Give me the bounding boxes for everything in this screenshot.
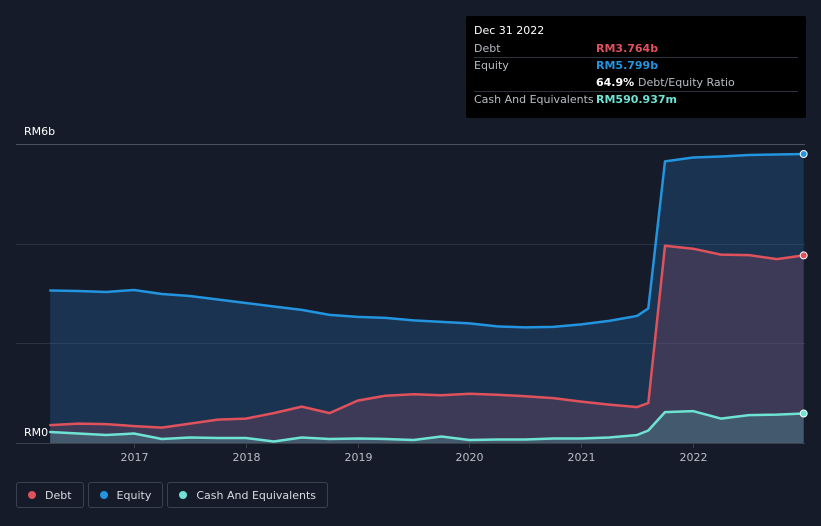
- end-marker-debt: [799, 251, 808, 260]
- legend-item-equity[interactable]: Equity: [87, 482, 164, 508]
- chart-lines: [48, 152, 805, 443]
- legend-dot-cash: [179, 491, 188, 499]
- x-tick-label-2018: 2018: [233, 451, 261, 464]
- tooltip-date: Dec 31 2022: [474, 24, 545, 37]
- chart-axes: RM6b RM0 2017 2018 2019 2020 2021 2022: [16, 125, 805, 464]
- legend-item-debt[interactable]: Debt: [16, 482, 84, 508]
- area-equity: [50, 154, 804, 443]
- tooltip-cash-value: RM590.937m: [596, 93, 677, 106]
- chart-end-markers: [799, 150, 808, 418]
- x-tick-label-2022: 2022: [680, 451, 708, 464]
- x-tick-label-2020: 2020: [456, 451, 484, 464]
- tooltip-ratio-label: Debt/Equity Ratio: [638, 76, 735, 89]
- area-debt: [50, 245, 804, 443]
- tooltip-row-debt: Debt RM3.764b: [474, 40, 798, 58]
- tooltip-ratio-value: 64.9%: [596, 76, 635, 89]
- end-marker-cash-and-equivalents: [799, 409, 808, 418]
- legend-dot-equity: [99, 491, 108, 499]
- tooltip-row-ratio: 64.9% Debt/Equity Ratio: [474, 74, 798, 92]
- chart-areas: [50, 154, 804, 443]
- tooltip-ratio: 64.9% Debt/Equity Ratio: [596, 76, 735, 89]
- tooltip-row-equity: Equity RM5.799b: [474, 57, 798, 74]
- y-tick-label-top: RM6b: [24, 125, 55, 138]
- legend-dot-debt: [28, 491, 36, 499]
- x-tick-label-2019: 2019: [345, 451, 373, 464]
- tooltip-debt-label: Debt: [474, 42, 501, 55]
- data-tooltip: Dec 31 2022 Debt RM3.764b Equity RM5.799…: [466, 16, 806, 118]
- line-cash-and-equivalents: [48, 409, 805, 443]
- legend-item-cash[interactable]: Cash And Equivalents: [167, 482, 328, 508]
- legend-label-equity: Equity: [116, 488, 152, 502]
- tooltip-equity-value: RM5.799b: [596, 59, 659, 72]
- x-tick-label-2017: 2017: [121, 451, 149, 464]
- tooltip-debt-value: RM3.764b: [596, 42, 659, 55]
- chart-legend: Debt Equity Cash And Equivalents: [16, 482, 332, 510]
- legend-label-debt: Debt: [45, 488, 72, 502]
- line-equity: [48, 152, 805, 329]
- tooltip-row-cash: Cash And Equivalents RM590.937m: [474, 91, 798, 108]
- tooltip-equity-label: Equity: [474, 59, 509, 72]
- x-tick-label-2021: 2021: [568, 451, 596, 464]
- line-debt: [48, 244, 805, 429]
- tooltip-cash-label: Cash And Equivalents: [474, 93, 594, 106]
- y-tick-label-bottom: RM0: [24, 426, 48, 439]
- legend-label-cash: Cash And Equivalents: [196, 488, 316, 502]
- end-marker-equity: [799, 150, 808, 159]
